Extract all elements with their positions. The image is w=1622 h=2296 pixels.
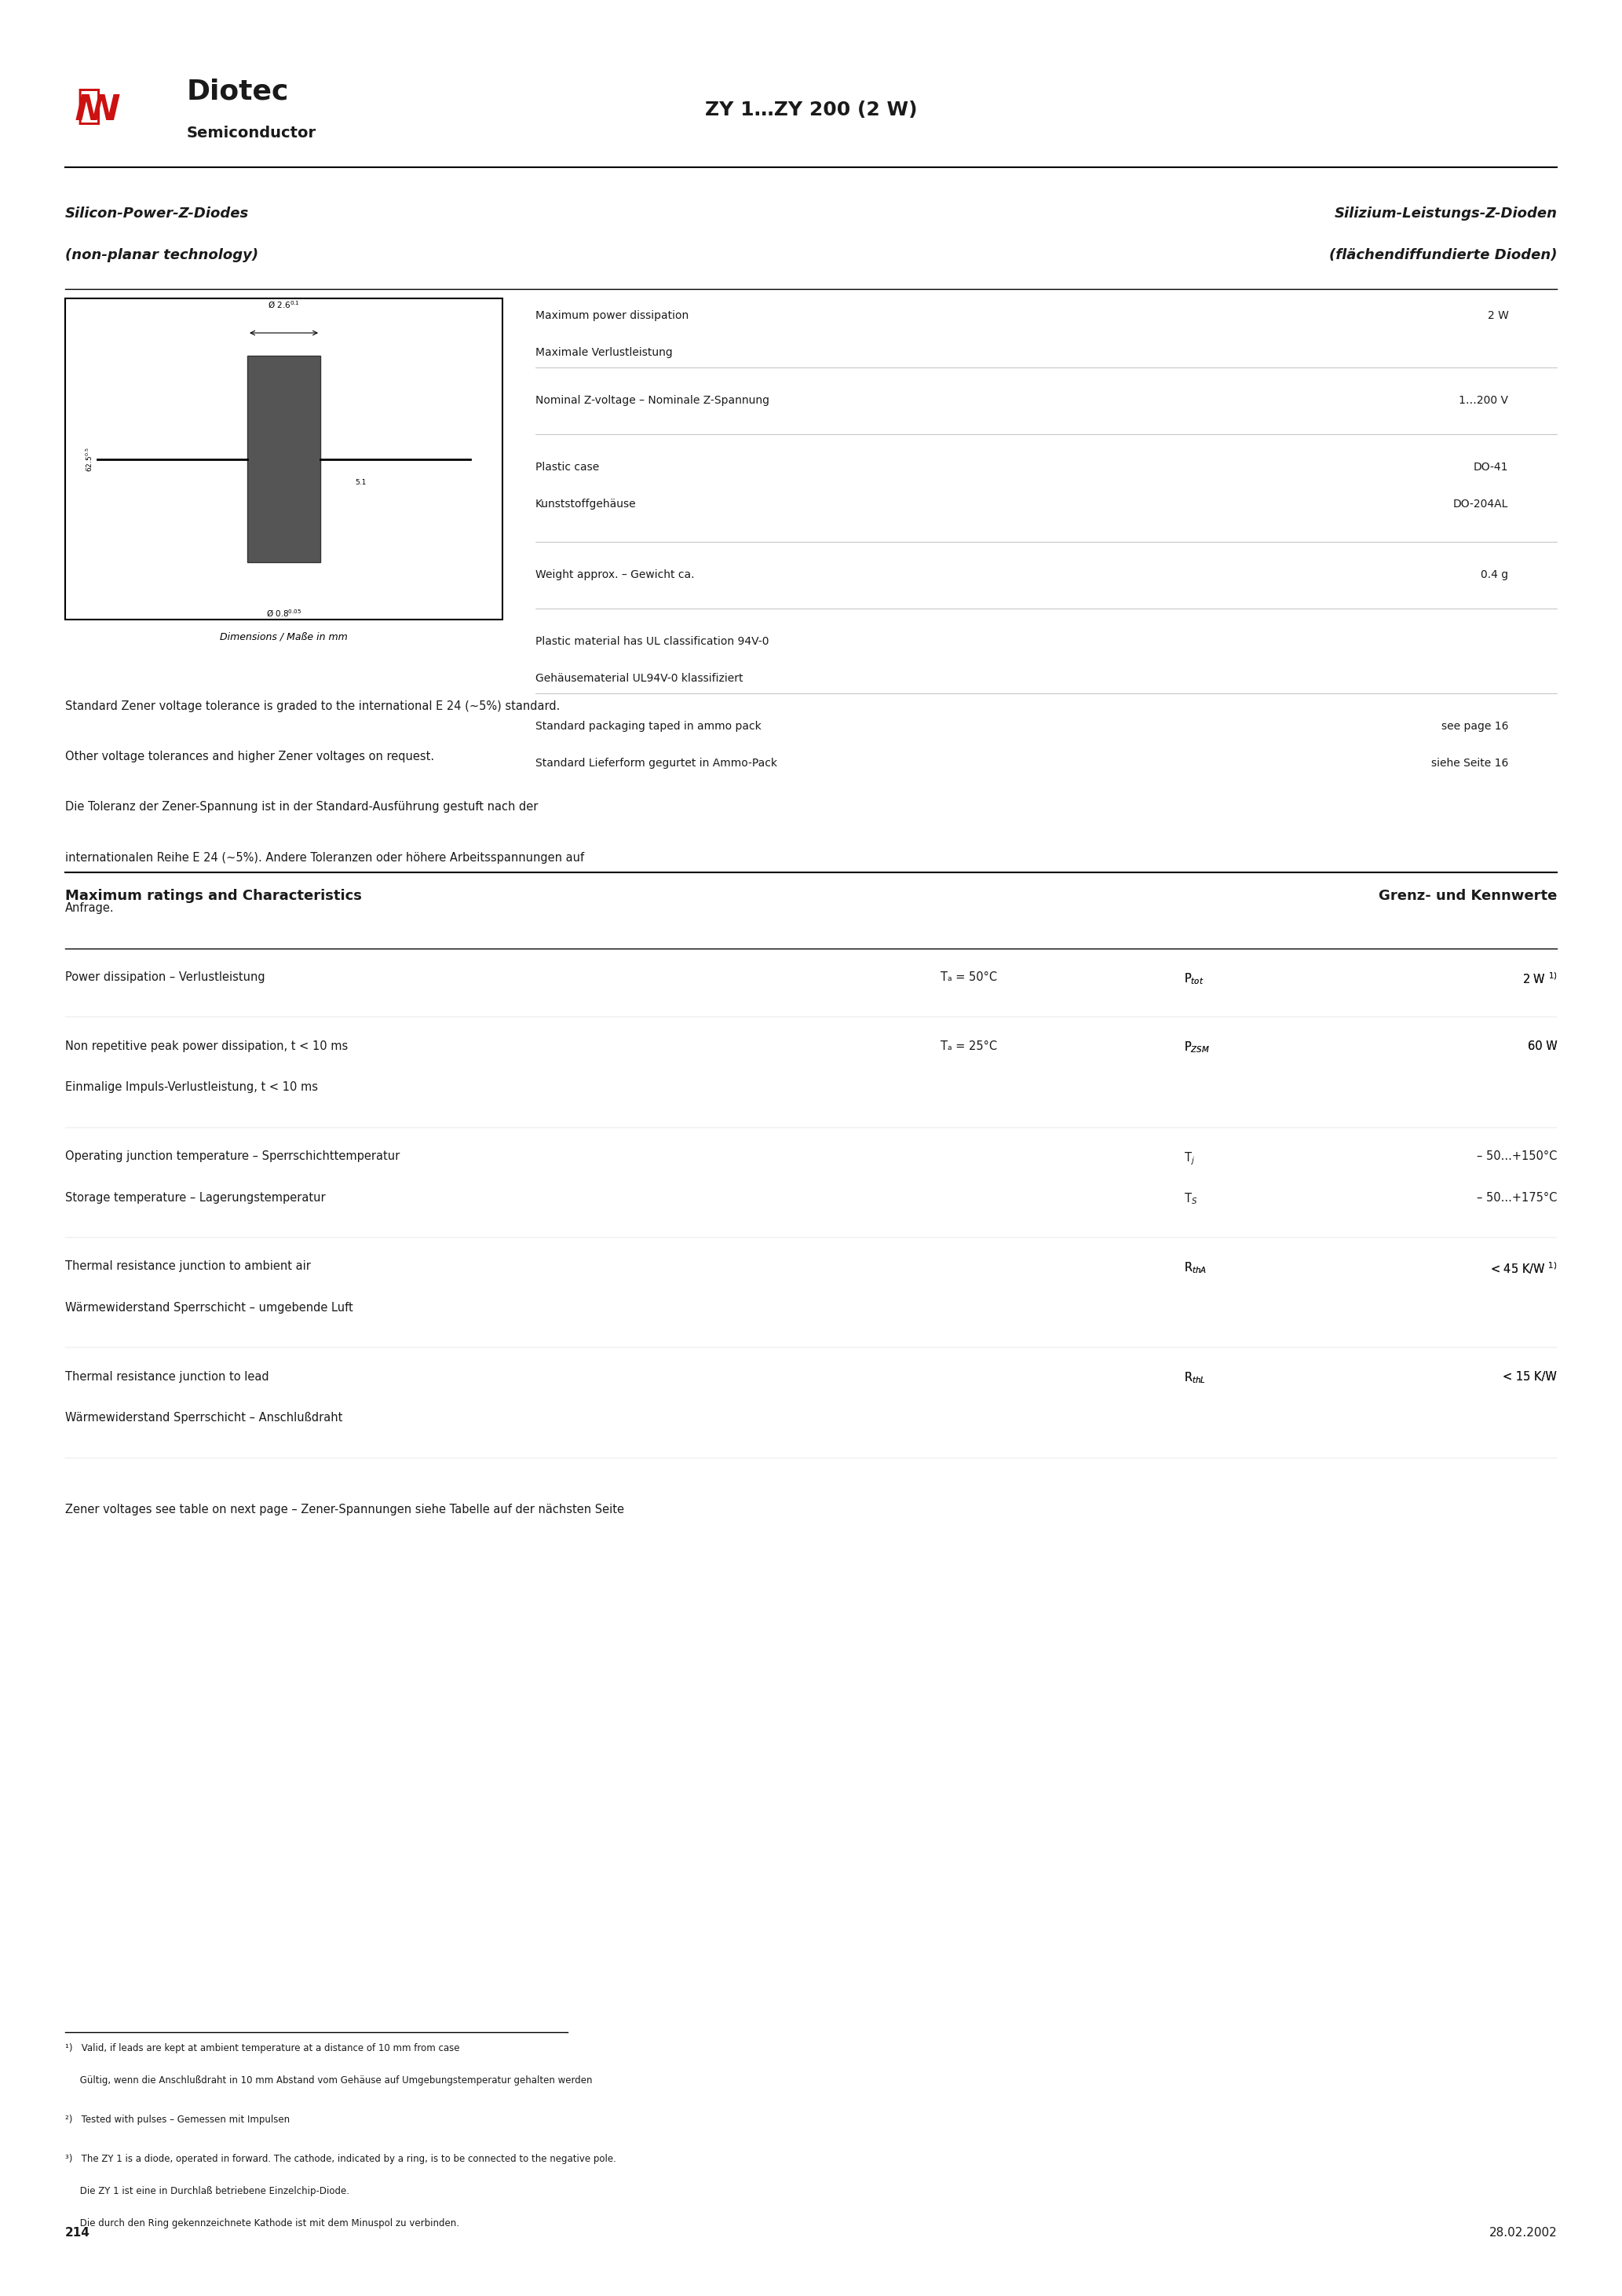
Text: 28.02.2002: 28.02.2002 [1489,2227,1557,2239]
Text: Die ZY 1 ist eine in Durchlaß betriebene Einzelchip-Diode.: Die ZY 1 ist eine in Durchlaß betriebene… [65,2186,349,2195]
Text: < 45 K/W $^{1)}$: < 45 K/W $^{1)}$ [1491,1261,1557,1277]
Text: Wärmewiderstand Sperrschicht – Anschlußdraht: Wärmewiderstand Sperrschicht – Anschlußd… [65,1412,342,1424]
Bar [247,356,321,563]
Text: 214: 214 [65,2227,89,2239]
Text: Thermal resistance junction to lead: Thermal resistance junction to lead [65,1371,269,1382]
Text: Power dissipation – Verlustleistung: Power dissipation – Verlustleistung [65,971,264,983]
Text: Diotec: Diotec [187,78,289,106]
Text: – 50...+175°C: – 50...+175°C [1476,1192,1557,1203]
Text: ꟿ: ꟿ [75,94,120,126]
Text: Storage temperature – Lagerungstemperatur: Storage temperature – Lagerungstemperatu… [65,1192,326,1203]
Text: Plastic material has UL classification 94V-0: Plastic material has UL classification 9… [535,636,769,647]
Text: Silizium-Leistungs-Z-Dioden: Silizium-Leistungs-Z-Dioden [1335,207,1557,220]
Text: R$_{thL}$: R$_{thL}$ [1184,1371,1207,1384]
Text: Maximale Verlustleistung: Maximale Verlustleistung [535,347,673,358]
Text: ²)   Tested with pulses – Gemessen mit Impulsen: ²) Tested with pulses – Gemessen mit Imp… [65,2115,289,2124]
Text: DO-204AL: DO-204AL [1453,498,1508,510]
Text: Semiconductor: Semiconductor [187,126,316,140]
Text: – 50...+150°C: – 50...+150°C [1476,1150,1557,1162]
Text: Tₐ = 50°C: Tₐ = 50°C [941,971,998,983]
Text: Ø 0.8$^{0.05}$: Ø 0.8$^{0.05}$ [266,608,302,620]
Text: siehe Seite 16: siehe Seite 16 [1431,758,1508,769]
Text: Standard Zener voltage tolerance is graded to the international E 24 (~5%) stand: Standard Zener voltage tolerance is grad… [65,700,560,712]
Text: 2 W: 2 W [1487,310,1508,321]
Text: P$_{ZSM}$: P$_{ZSM}$ [1184,1040,1210,1054]
Bar [65,298,503,620]
Text: P$_{tot}$: P$_{tot}$ [1184,971,1204,985]
Text: Thermal resistance junction to ambient air: Thermal resistance junction to ambient a… [65,1261,310,1272]
Text: P$_{tot}$: P$_{tot}$ [1184,971,1204,985]
Text: Silicon-Power-Z-Diodes: Silicon-Power-Z-Diodes [65,207,248,220]
Text: < 15 K/W: < 15 K/W [1504,1371,1557,1382]
Text: Maximum power dissipation: Maximum power dissipation [535,310,689,321]
Text: ³)   The ZY 1 is a diode, operated in forward. The cathode, indicated by a ring,: ³) The ZY 1 is a diode, operated in forw… [65,2154,616,2163]
Text: < 15 K/W: < 15 K/W [1504,1371,1557,1382]
Text: internationalen Reihe E 24 (~5%). Andere Toleranzen oder höhere Arbeitsspannunge: internationalen Reihe E 24 (~5%). Andere… [65,852,584,863]
Text: R$_{thA}$: R$_{thA}$ [1184,1261,1207,1274]
Text: 60 W: 60 W [1528,1040,1557,1052]
Text: Anfrage.: Anfrage. [65,902,114,914]
Text: 2 W $^{1)}$: 2 W $^{1)}$ [1521,971,1557,985]
Text: 2 W $^{1)}$: 2 W $^{1)}$ [1521,971,1557,985]
Text: Gehäusematerial UL94V-0 klassifiziert: Gehäusematerial UL94V-0 klassifiziert [535,673,743,684]
Text: R$_{thL}$: R$_{thL}$ [1184,1371,1207,1384]
Text: Nominal Z-voltage – Nominale Z-Spannung: Nominal Z-voltage – Nominale Z-Spannung [535,395,769,406]
Text: 𝔍: 𝔍 [76,85,102,126]
Text: Operating junction temperature – Sperrschichttemperatur: Operating junction temperature – Sperrsc… [65,1150,399,1162]
Text: 5.1: 5.1 [355,478,367,487]
Text: Die durch den Ring gekennzeichnete Kathode ist mit dem Minuspol zu verbinden.: Die durch den Ring gekennzeichnete Katho… [65,2218,459,2227]
Text: 0.4 g: 0.4 g [1481,569,1508,581]
Text: Maximum ratings and Characteristics: Maximum ratings and Characteristics [65,889,362,902]
Text: T$_j$: T$_j$ [1184,1150,1195,1166]
Text: Gültig, wenn die Anschlußdraht in 10 mm Abstand vom Gehäuse auf Umgebungstempera: Gültig, wenn die Anschlußdraht in 10 mm … [65,2076,592,2085]
Text: Die Toleranz der Zener-Spannung ist in der Standard-Ausführung gestuft nach der: Die Toleranz der Zener-Spannung ist in d… [65,801,539,813]
Text: see page 16: see page 16 [1442,721,1508,732]
Text: (non-planar technology): (non-planar technology) [65,248,258,262]
Text: Weight approx. – Gewicht ca.: Weight approx. – Gewicht ca. [535,569,694,581]
Text: Standard packaging taped in ammo pack: Standard packaging taped in ammo pack [535,721,761,732]
Text: Wärmewiderstand Sperrschicht – umgebende Luft: Wärmewiderstand Sperrschicht – umgebende… [65,1302,354,1313]
Text: 1…200 V: 1…200 V [1460,395,1508,406]
Text: Ø 2.6$^{0.1}$: Ø 2.6$^{0.1}$ [268,298,300,310]
Text: Tₐ = 25°C: Tₐ = 25°C [941,1040,998,1052]
Text: 60 W: 60 W [1528,1040,1557,1052]
Text: Other voltage tolerances and higher Zener voltages on request.: Other voltage tolerances and higher Zene… [65,751,435,762]
Text: Grenz- und Kennwerte: Grenz- und Kennwerte [1379,889,1557,902]
Text: Einmalige Impuls-Verlustleistung, t < 10 ms: Einmalige Impuls-Verlustleistung, t < 10… [65,1081,318,1093]
Text: Zener voltages see table on next page – Zener-Spannungen siehe Tabelle auf der n: Zener voltages see table on next page – … [65,1504,624,1515]
Text: Non repetitive peak power dissipation, t < 10 ms: Non repetitive peak power dissipation, t… [65,1040,347,1052]
Text: P$_{ZSM}$: P$_{ZSM}$ [1184,1040,1210,1054]
Text: DO-41: DO-41 [1473,461,1508,473]
Text: (flächendiffundierte Dioden): (flächendiffundierte Dioden) [1328,248,1557,262]
Text: ZY 1…ZY 200 (2 W): ZY 1…ZY 200 (2 W) [706,101,916,119]
Text: Kunststoffgehäuse: Kunststoffgehäuse [535,498,636,510]
Text: Dimensions / Maße in mm: Dimensions / Maße in mm [221,631,347,641]
Text: ¹)   Valid, if leads are kept at ambient temperature at a distance of 10 mm from: ¹) Valid, if leads are kept at ambient t… [65,2043,459,2053]
Text: Standard Lieferform gegurtet in Ammo-Pack: Standard Lieferform gegurtet in Ammo-Pac… [535,758,777,769]
Text: R$_{thA}$: R$_{thA}$ [1184,1261,1207,1274]
Text: < 45 K/W $^{1)}$: < 45 K/W $^{1)}$ [1491,1261,1557,1277]
Text: 62.5$^{0.5}$: 62.5$^{0.5}$ [84,448,94,471]
Text: T$_S$: T$_S$ [1184,1192,1197,1205]
Text: Plastic case: Plastic case [535,461,599,473]
